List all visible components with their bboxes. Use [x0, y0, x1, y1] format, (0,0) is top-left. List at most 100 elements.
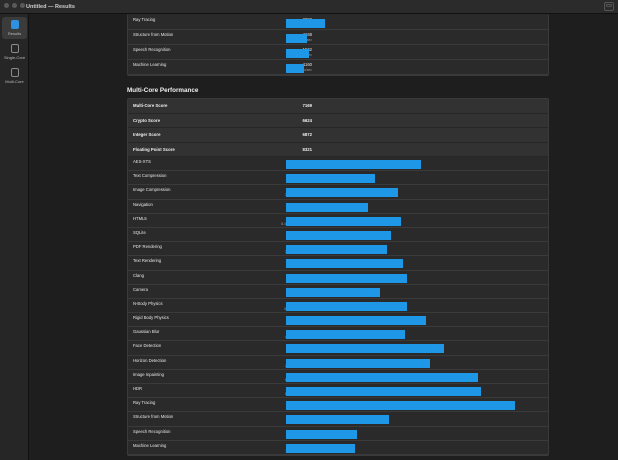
benchmark-row: Text Rendering74792.33 MB/sec [128, 256, 548, 271]
benchmark-score-bar [286, 19, 325, 28]
benchmark-name: Image Inpainting [133, 371, 164, 377]
benchmark-row: Clang772760.2 Klines/sec [128, 271, 548, 285]
summary-score: 8321 [302, 146, 312, 152]
benchmark-score-bar [286, 287, 380, 297]
benchmark-row: Image Compression7157338.0 Mpixels/sec [128, 185, 548, 200]
benchmark-row: Structure from Motion116872.3 Kpixels/se… [128, 30, 548, 45]
summary-row: Multi-Core Score 7169 [128, 99, 548, 114]
sidebar-item-label: Multi-Core [5, 79, 24, 84]
summary-score: 6872 [302, 132, 312, 137]
benchmark-name: Ray Tracing [133, 400, 156, 406]
window-title: Untitled — Results [26, 4, 75, 10]
benchmark-row: SQLite66632.09 Mrows/sec [128, 228, 548, 243]
benchmark-name: Structure from Motion [133, 32, 174, 37]
benchmark-name: PDF Rendering [133, 244, 162, 250]
summary-name: Integer Score [133, 132, 161, 137]
benchmark-row: Machine Learning4364168.9 Images/sec [128, 441, 548, 455]
benchmark-row: Ray Tracing20922.16 Mpixels/sec [128, 15, 548, 30]
benchmark-score-bar [286, 160, 421, 169]
window-controls [4, 3, 25, 8]
benchmark-name: Gaussian Blur [133, 329, 160, 335]
benchmark-score-bar [286, 372, 478, 382]
benchmark-name: SQLite [133, 229, 146, 235]
summary-name: Multi-Core Score [133, 103, 168, 108]
benchmark-row: N-Body Physics75875.60 Minteract/sec [128, 299, 548, 314]
benchmark-row: Speech Recognition4506142.1 Words/sec [128, 427, 548, 441]
multi-core-icon [11, 68, 19, 77]
sidebar: Results Single-Core Multi-Core [0, 14, 29, 460]
results-icon [11, 20, 19, 29]
single-core-icon [11, 44, 19, 53]
benchmark-row: Gaussian Blur7605416.5 Mpixels/sec [128, 327, 548, 342]
benchmark-name: Camera [133, 286, 148, 292]
benchmark-row: Camera606370.2 Images/sec [128, 285, 548, 299]
benchmark-name: Horizon Detection [133, 357, 167, 363]
benchmark-name: Speech Recognition [133, 428, 171, 434]
zoom-window-button[interactable] [20, 3, 25, 8]
benchmark-score-bar [286, 387, 481, 397]
sidebar-item-label: Results [7, 31, 22, 36]
sidebar-toggle-icon: ▭ [606, 3, 612, 9]
benchmark-name: Ray Tracing [133, 17, 156, 22]
benchmark-score-bar [286, 230, 391, 240]
benchmark-name: N-Body Physics [133, 300, 163, 306]
summary-row: Crypto Score 6624 [128, 113, 548, 128]
benchmark-name: Face Detection [133, 343, 162, 349]
benchmark-score-bar [286, 34, 307, 43]
benchmark-score-bar [286, 429, 357, 439]
summary-score: 6624 [302, 117, 312, 123]
section-title-multi-core: Multi-Core Performance [127, 87, 199, 94]
summary-row: Floating Point Score 8321 [128, 142, 548, 157]
sidebar-item-multi-core[interactable]: Multi-Core [2, 65, 27, 87]
summary-row: Integer Score 6872 [128, 128, 548, 143]
benchmark-row: HTML572338.45 MElements/sec [128, 214, 548, 228]
benchmark-row: Ray Tracing1443311.6 Mpixels/sec [128, 398, 548, 413]
close-window-button[interactable] [4, 3, 9, 8]
benchmark-score-bar [286, 49, 309, 58]
benchmark-score-bar [286, 415, 389, 425]
benchmark-score-bar [286, 358, 430, 368]
sidebar-toggle-button[interactable]: ▭ [604, 2, 614, 11]
benchmark-row: Navigation576016.4 MTE/sec [128, 200, 548, 214]
sidebar-item-results[interactable]: Results [2, 17, 27, 39]
benchmark-score-bar [286, 401, 515, 411]
benchmark-score-bar [286, 316, 426, 326]
benchmark-score-bar [286, 443, 355, 453]
benchmark-row: AES-XTS662411.7 GB/sec [128, 157, 548, 172]
benchmark-row: Face Detection1000077.2 Images/sec [128, 341, 548, 356]
results-content[interactable]: Ray Tracing20922.16 Mpixels/sec Structure… [29, 14, 618, 460]
benchmark-name: Speech Recognition [133, 47, 171, 52]
benchmark-name: Machine Learning [133, 62, 167, 67]
benchmark-name: Rigid Body Physics [133, 315, 169, 321]
summary-name: Floating Point Score [133, 146, 175, 152]
benchmark-row: Image Inpainting12234600.2 Mpixels/sec [128, 370, 548, 385]
sidebar-item-label: Single-Core [3, 55, 26, 60]
benchmark-row: Structure from Motion686458.9 Kpixels/se… [128, 412, 548, 427]
benchmark-score-bar [286, 301, 407, 311]
sidebar-item-single-core[interactable]: Single-Core [2, 41, 27, 63]
benchmark-name: AES-XTS [133, 159, 151, 164]
benchmark-row: Speech Recognition156249.9 Words/sec [128, 45, 548, 60]
single-core-results-panel: Ray Tracing20922.16 Mpixels/sec Structure… [127, 14, 549, 76]
summary-score: 7169 [302, 103, 312, 108]
benchmark-name: Image Compression [133, 187, 171, 193]
benchmark-score-bar [286, 174, 375, 184]
benchmark-score-bar [286, 344, 444, 354]
benchmark-row: PDF Rendering6272345.7 Mpixels/sec [128, 242, 548, 257]
benchmark-score-bar [286, 188, 398, 198]
summary-name: Crypto Score [133, 117, 160, 123]
benchmark-score: 1168 [302, 32, 312, 37]
benchmark-row: Text Compression552528.5 MB/sec [128, 171, 548, 186]
benchmark-score-bar [286, 273, 407, 283]
minimize-window-button[interactable] [12, 3, 17, 8]
benchmark-name: Text Compression [133, 173, 167, 179]
benchmark-row: Rigid Body Physics866544902.4 FPS [128, 313, 548, 328]
multi-core-results-panel: Multi-Core Score 7169 Crypto Score 6624 Inte… [127, 98, 549, 456]
benchmark-name: HDR [133, 386, 143, 392]
benchmark-name: Clang [133, 272, 144, 278]
benchmark-score-bar [286, 259, 403, 269]
benchmark-name: Navigation [133, 201, 153, 207]
benchmark-score-bar [286, 330, 405, 340]
benchmark-score-bar [286, 202, 368, 212]
benchmark-row: Horizon Detection9195224.2 Mpixels/sec [128, 356, 548, 370]
